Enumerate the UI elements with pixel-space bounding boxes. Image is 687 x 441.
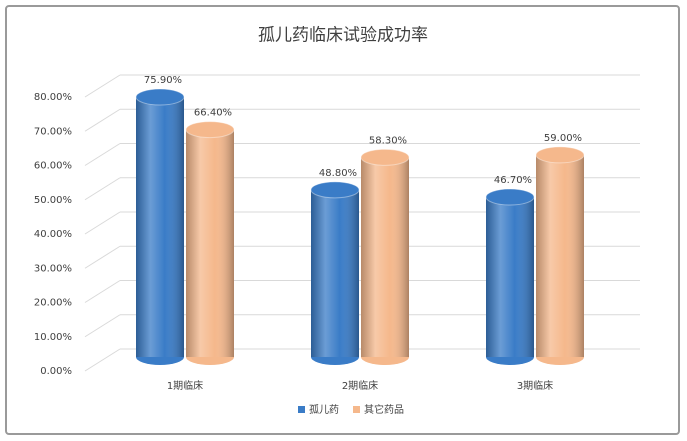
value-label: 66.40% [194, 108, 232, 119]
y-tick-label: 70.00% [34, 126, 72, 137]
grid-line [84, 108, 121, 132]
value-label: 59.00% [544, 133, 582, 144]
y-tick-label: 40.00% [34, 229, 72, 240]
x-tick-label: 1期临床 [167, 379, 203, 392]
bar-shade [486, 197, 534, 357]
bar-cap [185, 121, 235, 139]
bar-cap [535, 146, 585, 164]
bar-shade [136, 97, 184, 357]
y-tick-label: 80.00% [34, 92, 72, 103]
y-tick-label: 30.00% [34, 263, 72, 274]
grid-line [84, 348, 121, 372]
grid-line [84, 143, 121, 166]
grid-line [84, 314, 121, 338]
grid-line [84, 211, 121, 235]
bar-cap [360, 148, 410, 166]
y-tick-label: 0.00% [40, 366, 72, 377]
x-tick-label: 2期临床 [342, 379, 378, 392]
y-tick-label: 60.00% [34, 161, 72, 172]
bar-shade [361, 157, 409, 357]
y-tick-label: 50.00% [34, 195, 72, 206]
y-tick-label: 20.00% [34, 298, 72, 309]
chart-title: 孤儿药临床试验成功率 [258, 26, 428, 46]
grid-line [84, 177, 121, 201]
value-label: 48.80% [319, 168, 357, 179]
legend-swatch [298, 406, 305, 413]
bar-cap [485, 188, 535, 206]
bar-cap [310, 181, 360, 199]
bar-cap [135, 88, 185, 106]
x-tick-label: 3期临床 [517, 379, 553, 392]
bar-shade [186, 129, 234, 357]
bar-shade [536, 154, 584, 357]
value-label: 75.90% [144, 75, 182, 86]
legend-label: 孤儿药 [309, 404, 339, 416]
value-label: 58.30% [369, 135, 407, 146]
y-tick-label: 10.00% [34, 332, 72, 343]
value-label: 46.70% [494, 175, 532, 186]
legend-swatch [353, 406, 360, 413]
grid-line [84, 74, 121, 98]
legend-label: 其它药品 [364, 403, 404, 416]
grid-line [84, 245, 121, 269]
grid-line [84, 280, 121, 303]
bar-shade [311, 189, 359, 357]
